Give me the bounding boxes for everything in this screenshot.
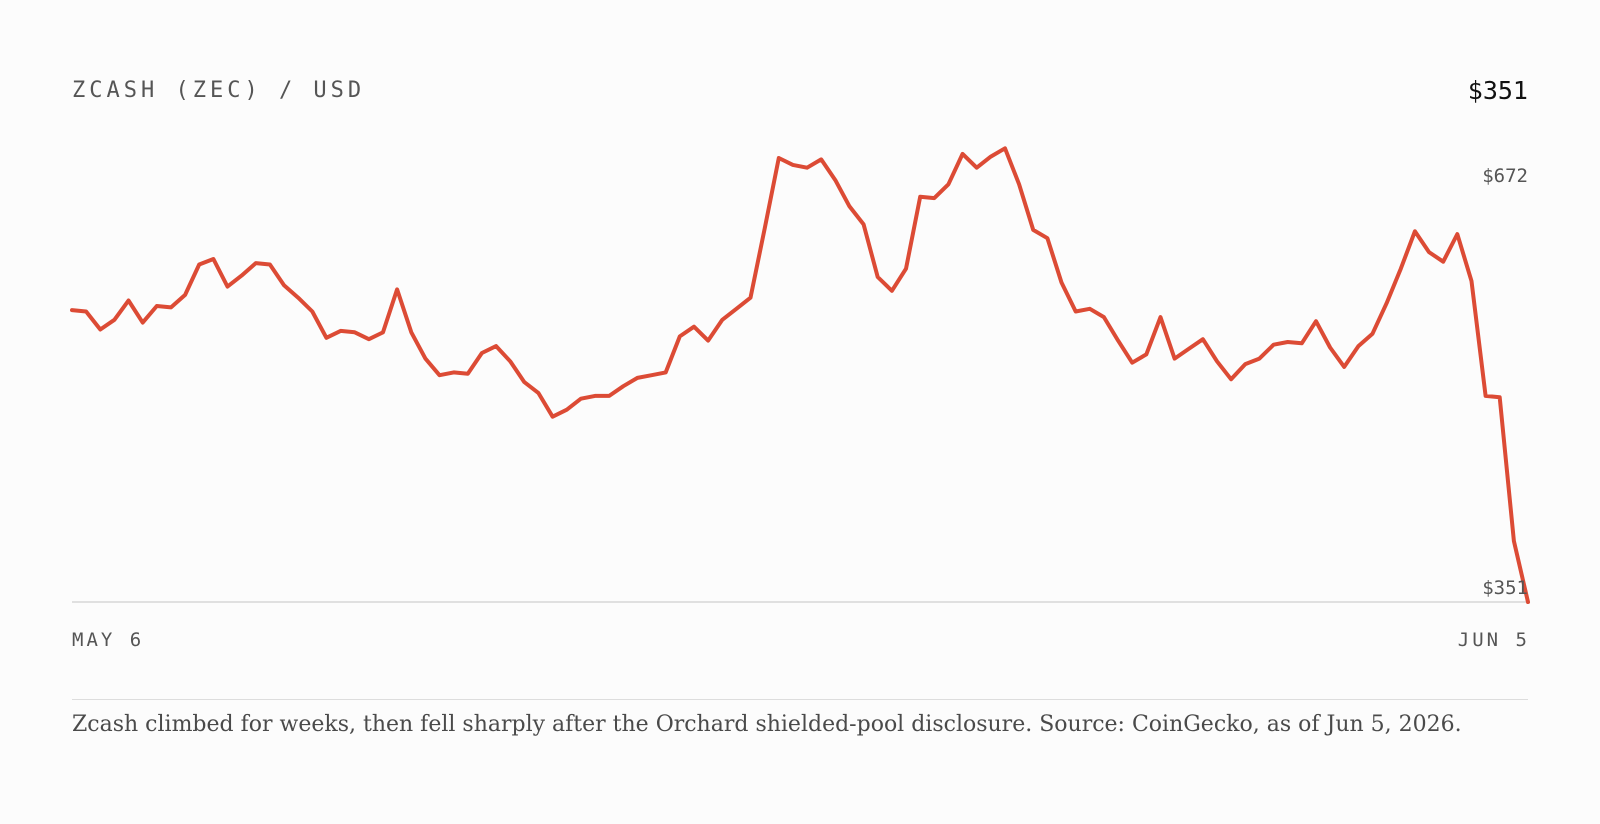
x-axis-end-label: JUN 5 bbox=[1457, 629, 1530, 651]
max-price-label: $672 bbox=[1482, 165, 1528, 187]
min-price-label: $351 bbox=[1482, 577, 1528, 599]
caption-divider bbox=[72, 699, 1528, 700]
chart-caption: Zcash climbed for weeks, then fell sharp… bbox=[72, 712, 1462, 737]
current-price: $351 bbox=[1467, 76, 1528, 105]
price-series-line bbox=[70, 146, 1530, 604]
x-axis-start-label: MAY 6 bbox=[72, 629, 145, 651]
price-chart: $672 $351 bbox=[70, 146, 1530, 604]
pair-title: ZCASH (ZEC) / USD bbox=[72, 78, 366, 103]
